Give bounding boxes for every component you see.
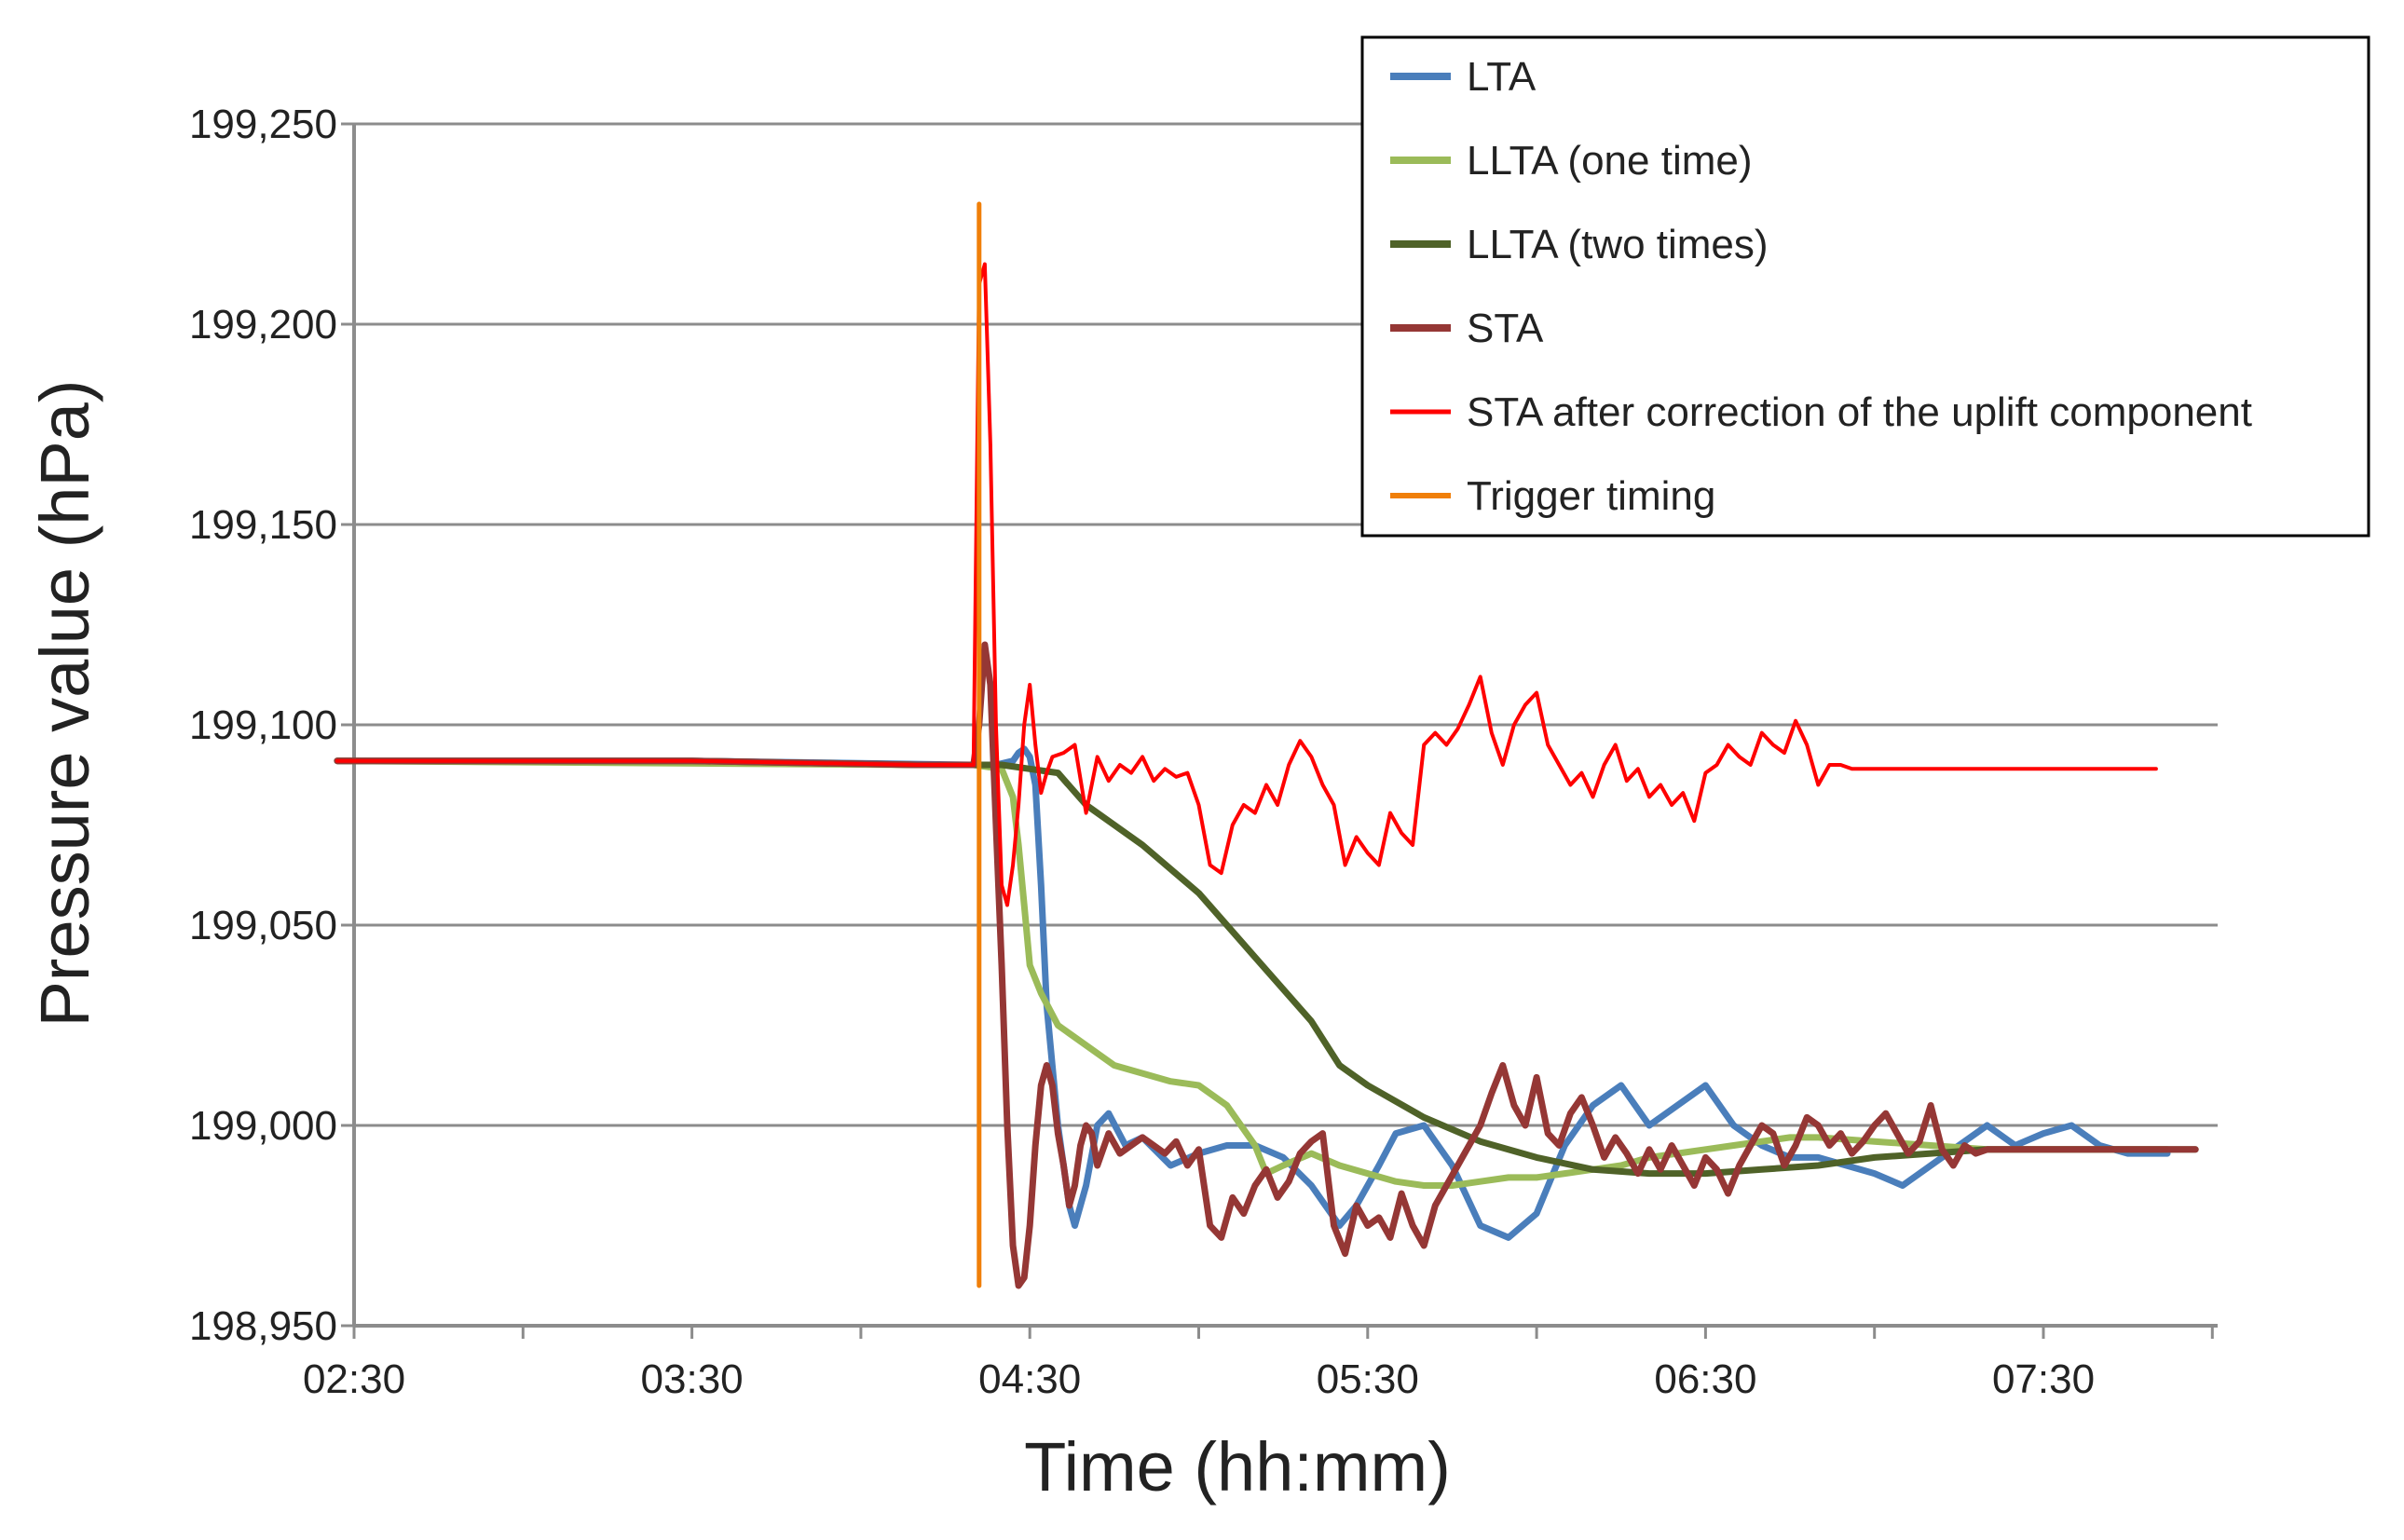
- y-tick-label-6: 199,250: [189, 102, 337, 147]
- x-tick-label-4: 06:30: [1654, 1356, 1756, 1402]
- y-axis-title: Pressure value (hPa): [26, 379, 103, 1027]
- x-tick-label-2: 04:30: [978, 1356, 1081, 1402]
- y-tick-label-4: 199,150: [189, 502, 337, 548]
- legend-label-1: LLTA (one time): [1467, 138, 1753, 184]
- x-tick-label-3: 05:30: [1317, 1356, 1419, 1402]
- legend-label-0: LTA: [1467, 54, 1537, 100]
- legend-label-3: STA: [1467, 306, 1544, 351]
- series-line-4: [335, 262, 2158, 907]
- series-line-3: [334, 641, 2199, 1289]
- y-tick-label-1: 199,000: [189, 1103, 337, 1149]
- series-line-2: [334, 757, 2199, 1178]
- series-line-0: [334, 745, 2171, 1241]
- x-tick-label-5: 07:30: [1992, 1356, 2095, 1402]
- y-tick-label-2: 199,050: [189, 903, 337, 948]
- series-lines: [334, 201, 2199, 1289]
- x-tick-label-1: 03:30: [641, 1356, 744, 1402]
- y-tick-label-0: 198,950: [189, 1303, 337, 1349]
- y-tick-label-5: 199,200: [189, 302, 337, 348]
- legend-label-2: LLTA (two times): [1467, 222, 1769, 267]
- legend-label-4: STA after correction of the uplift compo…: [1467, 389, 2252, 435]
- x-tick-label-0: 02:30: [303, 1356, 405, 1402]
- tick-labels: 198,950 199,000 199,050 199,100 199,150 199,2…: [189, 102, 2095, 1402]
- gridlines: [354, 122, 2218, 1127]
- legend-box: [1360, 35, 2370, 538]
- y-tick-label-3: 199,100: [189, 702, 337, 748]
- legend: LTA LLTA (one time) LLTA (two times) STA STA…: [1360, 35, 2370, 538]
- legend-label-5: Trigger timing: [1467, 473, 1715, 519]
- axes: [341, 122, 2218, 1339]
- x-axis-title: Time (hh:mm): [1024, 1428, 1451, 1506]
- series-line-1: [334, 757, 2171, 1189]
